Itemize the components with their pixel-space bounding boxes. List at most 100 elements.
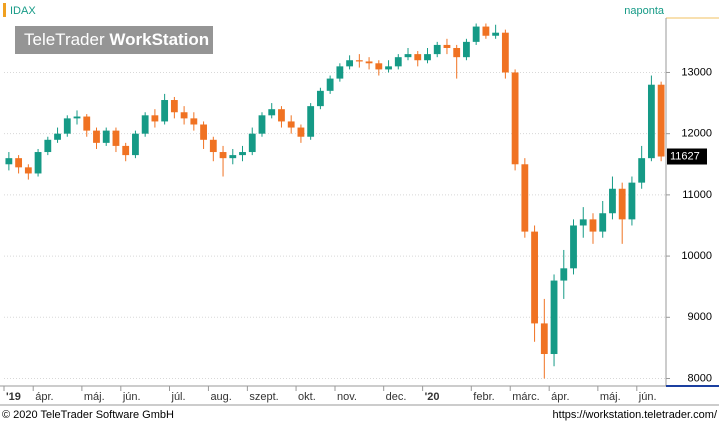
candle-body bbox=[316, 90, 324, 107]
candle-body bbox=[307, 106, 315, 137]
chart-subtitle: naponta bbox=[624, 5, 665, 17]
y-tick-label: 9000 bbox=[688, 311, 712, 323]
candle-body bbox=[531, 231, 538, 324]
candle-body bbox=[122, 145, 130, 156]
brand: TeleTrader WorkStation bbox=[24, 30, 209, 49]
candle-body bbox=[589, 219, 597, 232]
x-tick-label: nov. bbox=[337, 391, 357, 403]
y-tick-label: 8000 bbox=[688, 372, 712, 384]
candle-body bbox=[404, 54, 412, 58]
candle-body bbox=[424, 54, 431, 61]
candle-body bbox=[443, 44, 451, 48]
candle-body bbox=[638, 158, 646, 183]
candle-body bbox=[492, 32, 500, 36]
candle-body bbox=[618, 188, 626, 220]
candle-body bbox=[570, 225, 577, 269]
candle-body bbox=[219, 152, 227, 159]
last-price-box bbox=[667, 148, 707, 165]
y-tick-label: 13000 bbox=[681, 66, 712, 78]
candle-body bbox=[394, 57, 402, 67]
x-tick-label: márc. bbox=[512, 391, 540, 403]
x-tick-label: ápr. bbox=[35, 391, 53, 403]
x-tick-label: jún. bbox=[638, 391, 657, 403]
candle-body bbox=[180, 112, 188, 119]
candle-body bbox=[511, 72, 519, 165]
candle-body bbox=[278, 109, 285, 122]
candle-body bbox=[521, 164, 529, 232]
candle-body bbox=[365, 61, 373, 64]
candle-body bbox=[24, 167, 32, 174]
candle-body bbox=[550, 280, 558, 355]
x-tick-label: febr. bbox=[473, 391, 494, 403]
candle-body bbox=[336, 66, 344, 79]
candle-body bbox=[112, 130, 120, 146]
x-tick-label: júl. bbox=[171, 391, 186, 403]
candle-body bbox=[472, 26, 480, 42]
candle-body bbox=[414, 54, 422, 61]
x-tick-label: '19 bbox=[6, 391, 21, 403]
candle-body bbox=[141, 115, 149, 134]
candle-body bbox=[287, 121, 295, 128]
candle-body bbox=[239, 152, 246, 156]
x-tick-label: aug. bbox=[210, 391, 231, 403]
candle-body bbox=[200, 124, 207, 140]
candle-body bbox=[647, 84, 655, 159]
chart-title: IDAX bbox=[10, 5, 36, 17]
candle-body bbox=[15, 158, 23, 168]
candle-body bbox=[93, 130, 100, 143]
brand-product: WorkStation bbox=[109, 30, 209, 49]
candle-body bbox=[44, 139, 52, 153]
brand-box bbox=[15, 26, 213, 54]
candle-body bbox=[63, 118, 71, 134]
y-tick-label: 10000 bbox=[681, 250, 712, 262]
footer-right: https://workstation.teletrader.com/ bbox=[553, 409, 718, 421]
candle-body bbox=[385, 66, 392, 70]
candle-body bbox=[170, 100, 178, 113]
candle-body bbox=[151, 115, 159, 122]
candle-body bbox=[453, 47, 461, 58]
y-tick-label: 11000 bbox=[682, 189, 712, 201]
last-price-label: 11627 bbox=[670, 150, 700, 162]
candle-body bbox=[83, 116, 91, 131]
footer-left: © 2020 TeleTrader Software GmbH bbox=[2, 409, 174, 421]
symbol-marker bbox=[3, 3, 6, 17]
candle-body bbox=[657, 84, 665, 157]
candle-body bbox=[482, 26, 490, 36]
candle-body bbox=[375, 63, 383, 70]
candle-body bbox=[258, 115, 266, 134]
candle-body bbox=[540, 323, 548, 355]
candle-body bbox=[599, 213, 607, 232]
x-tick-label: ápr. bbox=[551, 391, 569, 403]
candle-body bbox=[463, 41, 470, 58]
candle-body bbox=[34, 152, 42, 174]
x-tick-label: jún. bbox=[122, 391, 141, 403]
brand-name: TeleTrader bbox=[24, 30, 105, 49]
candle-body bbox=[326, 78, 334, 91]
candle-body bbox=[433, 44, 441, 55]
x-tick-label: szept. bbox=[249, 391, 278, 403]
candle-body bbox=[579, 219, 587, 226]
candle-body bbox=[132, 133, 139, 156]
candle-body bbox=[501, 32, 509, 73]
x-tick-label: máj. bbox=[84, 391, 105, 403]
candle-body bbox=[346, 60, 354, 67]
candle-body bbox=[161, 100, 169, 122]
candle-body bbox=[268, 109, 276, 116]
candle-body bbox=[209, 139, 217, 153]
candle-body bbox=[297, 127, 305, 137]
candle-body bbox=[73, 116, 81, 119]
x-tick-label: máj. bbox=[600, 391, 621, 403]
x-tick-label: okt. bbox=[298, 391, 316, 403]
x-tick-label: '20 bbox=[425, 391, 440, 403]
candle-body bbox=[628, 182, 636, 220]
x-tick-label: dec. bbox=[386, 391, 407, 403]
candle-body bbox=[102, 130, 110, 143]
candle-body bbox=[190, 118, 198, 125]
y-tick-label: 12000 bbox=[681, 128, 712, 140]
candle-body bbox=[54, 133, 61, 140]
candle-body bbox=[229, 155, 237, 159]
candle-body bbox=[560, 268, 568, 281]
candle-body bbox=[355, 60, 363, 62]
